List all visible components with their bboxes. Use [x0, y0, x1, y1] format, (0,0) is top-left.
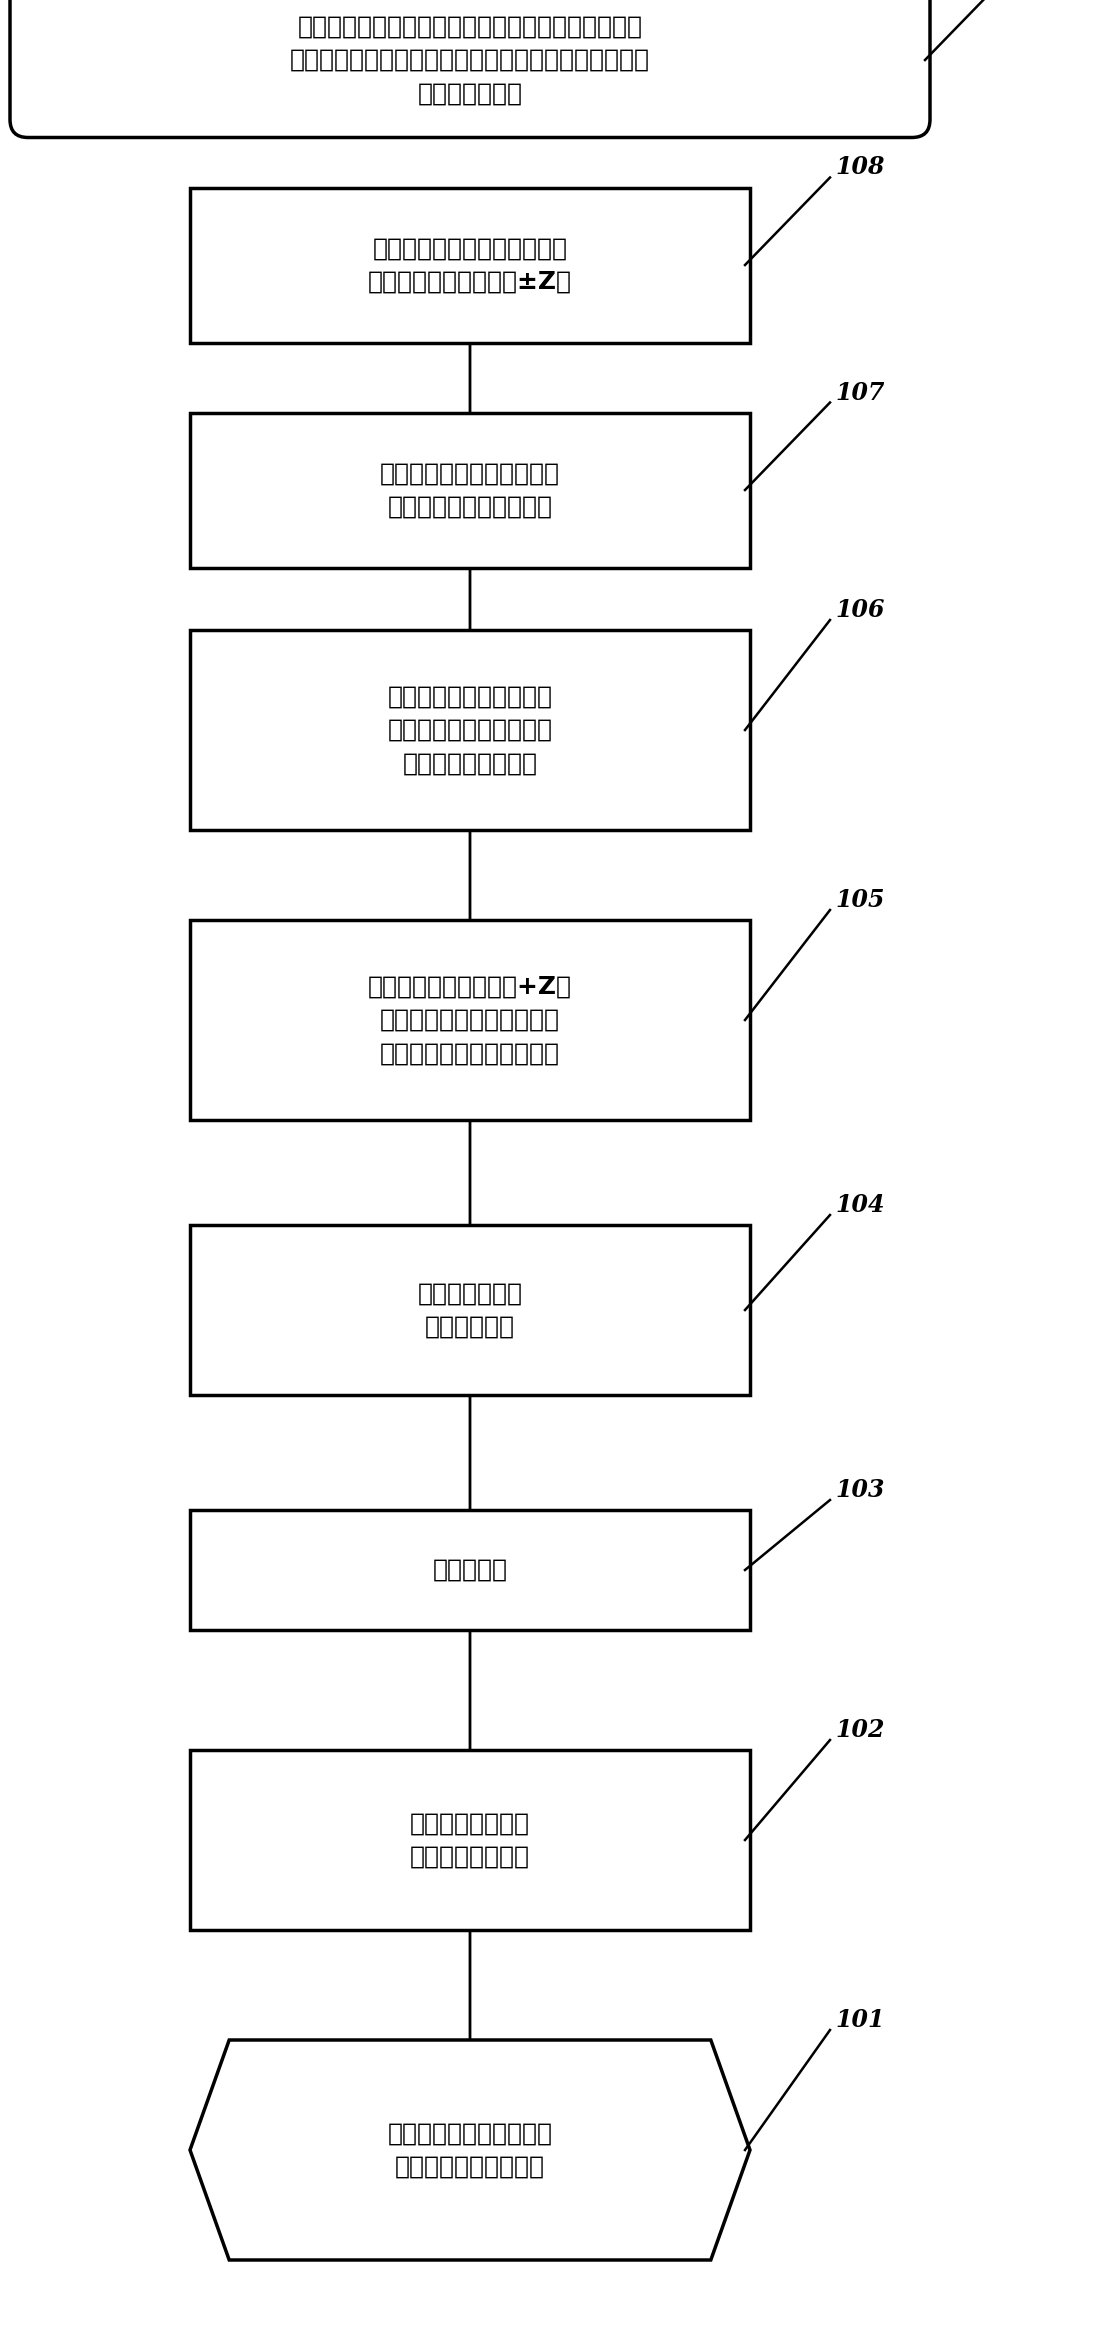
FancyBboxPatch shape	[190, 1226, 750, 1396]
Text: 105: 105	[835, 889, 885, 912]
FancyBboxPatch shape	[190, 630, 750, 830]
Text: 104: 104	[835, 1193, 885, 1216]
FancyBboxPatch shape	[190, 1749, 750, 1931]
Text: 求解六角二维光子微结构
位相阵列结构的参数比: 求解六角二维光子微结构 位相阵列结构的参数比	[387, 2121, 553, 2179]
Text: 采用光刻技术，在晶体+Z表
面涂覆一层光刻胶，经曝光
、显影后得到二维微结构图: 采用光刻技术，在晶体+Z表 面涂覆一层光刻胶，经曝光 、显影后得到二维微结构图	[368, 975, 572, 1065]
FancyBboxPatch shape	[190, 921, 750, 1121]
Text: 107: 107	[835, 381, 885, 405]
FancyBboxPatch shape	[190, 188, 750, 342]
Text: 将透明的氧化锡铟溅射到带有
二维光子微结构晶体的±Z面: 将透明的氧化锡铟溅射到带有 二维光子微结构晶体的±Z面	[368, 237, 572, 293]
FancyBboxPatch shape	[190, 1510, 750, 1631]
Text: 108: 108	[835, 156, 885, 179]
Text: 102: 102	[835, 1719, 885, 1742]
Text: 在室温电场下，对晶片进行
短脉冲背向反转电场极化: 在室温电场下，对晶片进行 短脉冲背向反转电场极化	[380, 461, 560, 519]
Text: 针对掺镁铌酸锂晶体透光范围内的任意光波，通过外
加电场的调控，达到近场衍射的光强均匀分布，从而制
作出位相阵列器: 针对掺镁铌酸锂晶体透光范围内的任意光波，通过外 加电场的调控，达到近场衍射的光强…	[290, 14, 650, 105]
Text: 106: 106	[835, 598, 885, 621]
FancyBboxPatch shape	[190, 412, 750, 568]
Text: 制作出二维光子
微结构掩模板: 制作出二维光子 微结构掩模板	[417, 1282, 522, 1340]
Polygon shape	[190, 2040, 750, 2261]
Text: 103: 103	[835, 1477, 885, 1503]
Text: 101: 101	[835, 2007, 885, 2033]
Text: 再在光刻胶上溅射一层导
电铝层，在晶体上形成了
二维微结构电极图形: 再在光刻胶上溅射一层导 电铝层，在晶体上形成了 二维微结构电极图形	[387, 684, 553, 775]
Text: 选择介电体: 选择介电体	[432, 1558, 508, 1582]
Text: 设计六角二维光子
微结构位相掩模板: 设计六角二维光子 微结构位相掩模板	[410, 1812, 530, 1868]
FancyBboxPatch shape	[10, 0, 930, 137]
